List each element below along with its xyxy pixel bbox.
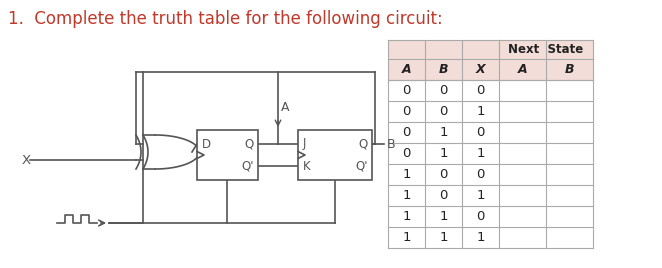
Text: 0: 0 [440, 84, 448, 97]
Text: 0: 0 [477, 168, 485, 181]
Text: B: B [439, 63, 448, 76]
Text: 0: 0 [440, 105, 448, 118]
Text: 1: 1 [402, 231, 410, 244]
Text: 1: 1 [402, 210, 410, 223]
Text: Q: Q [245, 137, 254, 151]
Text: Q: Q [359, 137, 368, 151]
Text: 1: 1 [476, 231, 485, 244]
Text: 1: 1 [440, 126, 448, 139]
Bar [298, 130, 372, 180]
Text: Next  State: Next State [508, 43, 584, 56]
Text: 1: 1 [440, 210, 448, 223]
Bar [388, 59, 593, 80]
Text: D: D [202, 137, 211, 151]
Text: X: X [22, 154, 31, 166]
Bar [197, 130, 258, 180]
Text: 0: 0 [440, 168, 448, 181]
Bar [388, 40, 593, 59]
Text: 1: 1 [440, 147, 448, 160]
Text: 1: 1 [476, 105, 485, 118]
Text: B: B [565, 63, 574, 76]
Text: Q': Q' [355, 159, 368, 173]
Text: 0: 0 [402, 126, 410, 139]
Text: 1: 1 [402, 189, 410, 202]
Text: A: A [402, 63, 411, 76]
Text: Q': Q' [242, 159, 254, 173]
Text: J: J [303, 137, 307, 151]
Text: 0: 0 [477, 84, 485, 97]
Text: K: K [303, 159, 310, 173]
Text: 1: 1 [440, 231, 448, 244]
Text: B: B [387, 137, 396, 151]
Text: A: A [518, 63, 528, 76]
Text: 0: 0 [402, 84, 410, 97]
Text: 1.  Complete the truth table for the following circuit:: 1. Complete the truth table for the foll… [8, 10, 443, 28]
Text: 0: 0 [402, 105, 410, 118]
Text: X: X [476, 63, 485, 76]
Text: 1: 1 [476, 189, 485, 202]
Text: 0: 0 [477, 126, 485, 139]
Text: 1: 1 [476, 147, 485, 160]
Text: A: A [281, 101, 289, 114]
Text: 0: 0 [477, 210, 485, 223]
Text: 0: 0 [440, 189, 448, 202]
Text: 0: 0 [402, 147, 410, 160]
Text: 1: 1 [402, 168, 410, 181]
